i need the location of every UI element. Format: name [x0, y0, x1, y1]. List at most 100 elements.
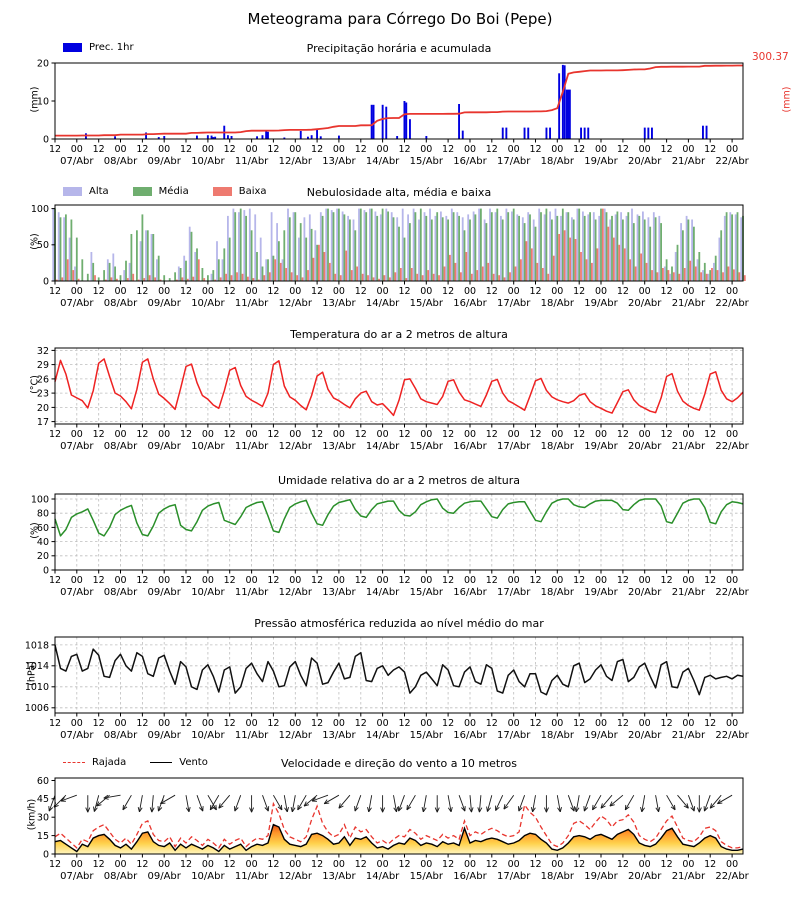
svg-text:12: 12 — [311, 859, 323, 870]
svg-text:00: 00 — [71, 859, 83, 870]
svg-text:12: 12 — [442, 429, 454, 440]
svg-text:12: 12 — [224, 429, 236, 440]
svg-text:12: 12 — [486, 429, 498, 440]
svg-text:12: 12 — [311, 144, 323, 155]
svg-text:12: 12 — [704, 286, 716, 297]
svg-text:14/Abr: 14/Abr — [366, 587, 400, 598]
temperature-title: Temperatura do ar a 2 metros de altura — [290, 328, 508, 341]
baixa-swatch — [212, 187, 232, 196]
svg-text:09/Abr: 09/Abr — [147, 156, 181, 167]
svg-text:00: 00 — [377, 575, 389, 586]
svg-text:00: 00 — [158, 429, 170, 440]
svg-text:00: 00 — [464, 429, 476, 440]
svg-text:12: 12 — [617, 575, 629, 586]
svg-text:1006: 1006 — [25, 703, 49, 714]
precipitation-title: Precipitação horária e acumulada — [306, 42, 492, 55]
svg-text:12: 12 — [573, 575, 585, 586]
svg-text:12: 12 — [398, 286, 410, 297]
svg-text:15/Abr: 15/Abr — [410, 587, 444, 598]
svg-text:00: 00 — [682, 718, 694, 729]
svg-text:00: 00 — [114, 144, 126, 155]
svg-text:12: 12 — [267, 286, 279, 297]
svg-text:12: 12 — [529, 575, 541, 586]
svg-text:12: 12 — [49, 859, 61, 870]
svg-text:13/Abr: 13/Abr — [322, 441, 356, 452]
svg-text:00: 00 — [71, 144, 83, 155]
svg-text:12: 12 — [93, 144, 105, 155]
alta-swatch — [63, 187, 82, 196]
svg-text:12: 12 — [49, 286, 61, 297]
svg-text:00: 00 — [726, 286, 738, 297]
x-tick-labels: 12 00 12 00 12 00 12 00 12 00 12 00 12 00 12 00 12 00 12 00… — [49, 286, 750, 309]
svg-text:12: 12 — [529, 859, 541, 870]
svg-text:00: 00 — [289, 144, 301, 155]
panel-precipitation: 12 00 12 00 12 00 12 00 12 00 12 00 12 00 12 00 12 00 12 00… — [37, 58, 750, 167]
svg-text:22/Abr: 22/Abr — [715, 730, 749, 741]
svg-text:12: 12 — [49, 575, 61, 586]
svg-text:21/Abr: 21/Abr — [672, 730, 706, 741]
svg-text:15/Abr: 15/Abr — [410, 156, 444, 167]
svg-text:20/Abr: 20/Abr — [628, 156, 662, 167]
panel-humidity: 12 00 12 00 12 00 12 00 12 00 12 00 12 00 12 00 12 00 12 00… — [31, 493, 750, 598]
svg-text:08/Abr: 08/Abr — [104, 871, 138, 882]
svg-text:19/Abr: 19/Abr — [584, 871, 618, 882]
precipitation-ylabel: (mm) — [29, 86, 41, 113]
alta-label: Alta — [89, 186, 109, 197]
svg-text:00: 00 — [246, 429, 258, 440]
svg-text:10: 10 — [37, 96, 49, 107]
svg-text:12: 12 — [486, 718, 498, 729]
svg-text:22/Abr: 22/Abr — [715, 441, 749, 452]
cloudiness-title: Nebulosidade alta, média e baixa — [306, 186, 492, 199]
panel-temperature: 12 00 12 00 12 00 12 00 12 00 12 00 12 00 12 00 12 00 12 00… — [37, 346, 750, 452]
svg-text:00: 00 — [333, 575, 345, 586]
svg-text:12: 12 — [661, 429, 673, 440]
page-title: Meteograma para Córrego Do Boi (Pepe) — [247, 10, 553, 28]
y-tick-labels: 0 50 100 — [31, 204, 49, 287]
svg-text:80: 80 — [37, 509, 49, 520]
x-tick-labels: 12 00 12 00 12 00 12 00 12 00 12 00 12 00 12 00 12 00 12 00… — [49, 144, 750, 167]
svg-text:11/Abr: 11/Abr — [235, 587, 269, 598]
svg-text:00: 00 — [202, 718, 214, 729]
svg-text:12: 12 — [442, 144, 454, 155]
svg-text:20/Abr: 20/Abr — [628, 587, 662, 598]
svg-text:16/Abr: 16/Abr — [453, 156, 487, 167]
svg-text:15/Abr: 15/Abr — [410, 298, 444, 309]
svg-text:10/Abr: 10/Abr — [191, 730, 225, 741]
svg-text:00: 00 — [508, 859, 520, 870]
svg-text:12: 12 — [573, 429, 585, 440]
svg-text:32: 32 — [37, 346, 49, 357]
svg-text:17: 17 — [37, 417, 49, 428]
cloudiness-ylabel: (%) — [29, 233, 41, 250]
svg-text:12: 12 — [224, 286, 236, 297]
svg-text:12: 12 — [661, 286, 673, 297]
svg-text:20/Abr: 20/Abr — [628, 730, 662, 741]
svg-text:00: 00 — [289, 286, 301, 297]
wind-direction-arrows — [48, 794, 733, 813]
svg-text:12: 12 — [136, 575, 148, 586]
svg-text:00: 00 — [71, 286, 83, 297]
svg-text:00: 00 — [158, 286, 170, 297]
svg-text:13/Abr: 13/Abr — [322, 871, 356, 882]
svg-text:00: 00 — [289, 429, 301, 440]
svg-text:12: 12 — [180, 286, 192, 297]
svg-text:00: 00 — [71, 575, 83, 586]
svg-text:12: 12 — [617, 718, 629, 729]
svg-text:12: 12 — [311, 718, 323, 729]
svg-text:12: 12 — [573, 286, 585, 297]
svg-text:00: 00 — [551, 575, 563, 586]
svg-text:12: 12 — [93, 286, 105, 297]
svg-text:00: 00 — [246, 286, 258, 297]
svg-text:00: 00 — [333, 718, 345, 729]
svg-text:07/Abr: 07/Abr — [60, 441, 94, 452]
svg-text:00: 00 — [158, 575, 170, 586]
svg-text:12: 12 — [704, 859, 716, 870]
vento-line-swatch — [150, 762, 173, 763]
svg-text:12: 12 — [355, 286, 367, 297]
svg-text:00: 00 — [420, 575, 432, 586]
svg-text:09/Abr: 09/Abr — [147, 298, 181, 309]
rajada-line-swatch — [63, 762, 85, 763]
svg-text:00: 00 — [420, 859, 432, 870]
svg-text:12: 12 — [267, 575, 279, 586]
